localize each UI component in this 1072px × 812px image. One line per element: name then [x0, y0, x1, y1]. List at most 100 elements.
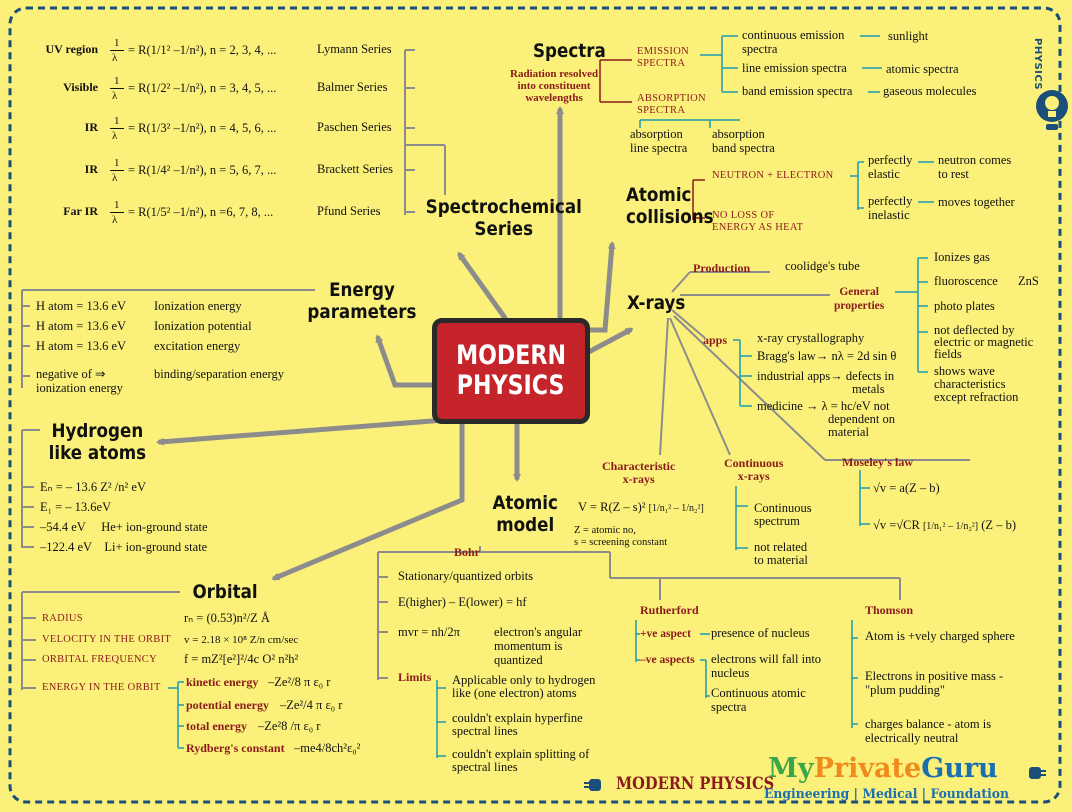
- text-line: Electrons in positive mass -: [865, 669, 1004, 683]
- coolidge-tube: coolidge's tube: [785, 259, 860, 273]
- fraction-numerator: 1: [114, 37, 120, 49]
- fraction-denominator: λ: [112, 90, 118, 102]
- brand-logo: MyPrivateGuru: [768, 754, 998, 784]
- text-line: continuous emission: [742, 28, 845, 42]
- energy-row-right: excitation energy: [154, 339, 241, 353]
- heading-line: Atomic: [625, 184, 692, 206]
- energy-row-right: Ionization energy: [154, 299, 242, 313]
- heading-line: parameters: [307, 301, 417, 323]
- formula-bracket: [1/n₁² – 1/n₂²]: [648, 503, 704, 514]
- spectra-heading: Spectra: [532, 40, 606, 62]
- brand-part: Private: [813, 753, 922, 784]
- energy-row-left: H atom = 13.6 eV: [36, 319, 127, 333]
- general-properties: General properties: [834, 285, 884, 313]
- fraction-bar: [110, 212, 124, 213]
- atomic-spectra: atomic spectra: [886, 62, 959, 76]
- limit-item: like (one electron) atoms: [452, 686, 577, 700]
- rydberg-formula: = R(1/2² –1/n²), n = 3, 4, 5, ...: [128, 81, 277, 95]
- spectrochemical-heading: Spectrochemical Series: [426, 196, 582, 240]
- heading-line: Energy: [329, 279, 395, 301]
- spectral-region: IR: [84, 120, 98, 134]
- page-border: [8, 6, 1062, 804]
- pe-formula: –Ze²/4 π ε₀ r: [280, 698, 343, 712]
- text-line: "plum pudding": [865, 683, 945, 697]
- continuous-item: spectrum: [754, 514, 800, 528]
- ke-formula: –Ze²/8 π ε₀ r: [268, 675, 331, 689]
- side-label: PHYSICS: [1032, 38, 1043, 91]
- elastic-note: neutron comes to rest: [938, 153, 1011, 181]
- series-name: Balmer Series: [317, 80, 388, 94]
- center-title-line2: PHYSICS: [457, 370, 565, 401]
- negative-aspect-label: –ve aspects: [640, 654, 695, 666]
- fraction-bar: [110, 88, 124, 89]
- xray-prop: shows wave: [934, 364, 995, 378]
- sunlight: sunlight: [888, 29, 929, 43]
- energy-orbit-label: ENERGY IN THE ORBIT: [42, 682, 161, 693]
- xray-prop: ZnS: [1018, 274, 1039, 288]
- limit-item: spectral lines: [452, 760, 518, 774]
- positive-aspect-label: +ve aspect: [640, 628, 691, 640]
- text-line: momentum is: [494, 639, 563, 653]
- text-line: electrons will fall into: [711, 652, 822, 666]
- arrow-collisions: [580, 241, 616, 333]
- energy-row-left: H atom = 13.6 eV: [36, 339, 127, 353]
- fraction-numerator: 1: [114, 75, 120, 87]
- continuous-emission: continuous emission spectra: [742, 28, 844, 56]
- production-label: Production: [693, 261, 751, 275]
- characteristic-note: Z = atomic no, s = screening constant: [574, 525, 667, 549]
- text-line: absorption: [712, 127, 765, 141]
- rydberg-formula: = R(1/4² –1/n²), n = 5, 6, 7, ...: [128, 163, 277, 177]
- text-line: elastic: [868, 167, 900, 181]
- plug-icon-left: [584, 779, 601, 791]
- fraction-denominator: λ: [112, 130, 118, 142]
- line-emission: line emission spectra: [742, 61, 847, 75]
- emission-label: EMISSION SPECTRA: [637, 46, 689, 70]
- continuous-item: Continuous: [754, 501, 812, 515]
- hydrogen-row: Eₙ = – 13.6 Z² /n² eV: [40, 480, 146, 494]
- text-line: electrically neutral: [865, 731, 959, 745]
- spectral-region: Visible: [63, 80, 98, 94]
- text-line: spectra: [711, 700, 747, 714]
- rydberg-formula: = R(1/3² –1/n²), n = 4, 5, 6, ...: [128, 121, 277, 135]
- text-line: ionization energy: [36, 381, 123, 395]
- fraction-numerator: 1: [114, 157, 120, 169]
- formula-bracket: [1/n₁² – 1/n₂²]: [922, 521, 979, 532]
- rydberg-formula: = R(1/5² –1/n²), n =6, 7, 8, ...: [128, 205, 274, 219]
- moseley-formula-2: √v =√CR [1/n₁² – 1/n₂²] (Z – b): [873, 518, 1016, 534]
- inelastic-note: moves together: [938, 195, 1015, 209]
- text-line: to rest: [938, 167, 969, 181]
- text-line: nucleus: [711, 666, 750, 680]
- angular-momentum: electron's angular momentum is quantized: [494, 625, 582, 667]
- xray-app: industrial apps→ defects in: [757, 369, 895, 383]
- bohr-item: E(higher) – E(lower) = hf: [398, 595, 527, 609]
- spectral-region: IR: [84, 162, 98, 176]
- label-line: SPECTRA: [637, 105, 686, 116]
- rutherford-label: Rutherford: [640, 603, 699, 617]
- text-line: electron's angular: [494, 625, 582, 639]
- text-line: spectra: [742, 42, 778, 56]
- orbital-heading: Orbital: [192, 581, 258, 603]
- absorption-line-spectra: absorption line spectra: [630, 127, 687, 155]
- series-name: Brackett Series: [317, 162, 394, 176]
- text-line: negative of ⇒: [36, 367, 106, 381]
- text-line: quantized: [494, 653, 543, 667]
- text-line: perfectly: [868, 153, 913, 167]
- center-title-line1: MODERN: [456, 340, 566, 371]
- label-line: x-rays: [622, 472, 655, 486]
- bohr-label: Bohr: [454, 545, 481, 559]
- subtitle-line: wavelengths: [525, 92, 583, 104]
- fraction-bar: [110, 128, 124, 129]
- fraction-numerator: 1: [114, 199, 120, 211]
- positive-aspect-text: presence of nucleus: [711, 626, 810, 640]
- hydrogen-row: –54.4 eV He+ ion-ground state: [40, 520, 208, 534]
- fraction-denominator: λ: [112, 52, 118, 64]
- center-title: MODERN PHYSICS: [432, 318, 590, 424]
- perfectly-elastic: perfectly elastic: [868, 153, 912, 181]
- limits-label: Limits: [398, 670, 432, 684]
- spectral-region: UV region: [45, 42, 98, 56]
- xray-prop: fields: [934, 347, 962, 361]
- energy-row-right: Ionization potential: [154, 319, 252, 333]
- text-line: absorption: [630, 127, 683, 141]
- text-line: perfectly: [868, 194, 913, 208]
- absorption-label: ABSORPTION SPECTRA: [637, 93, 706, 117]
